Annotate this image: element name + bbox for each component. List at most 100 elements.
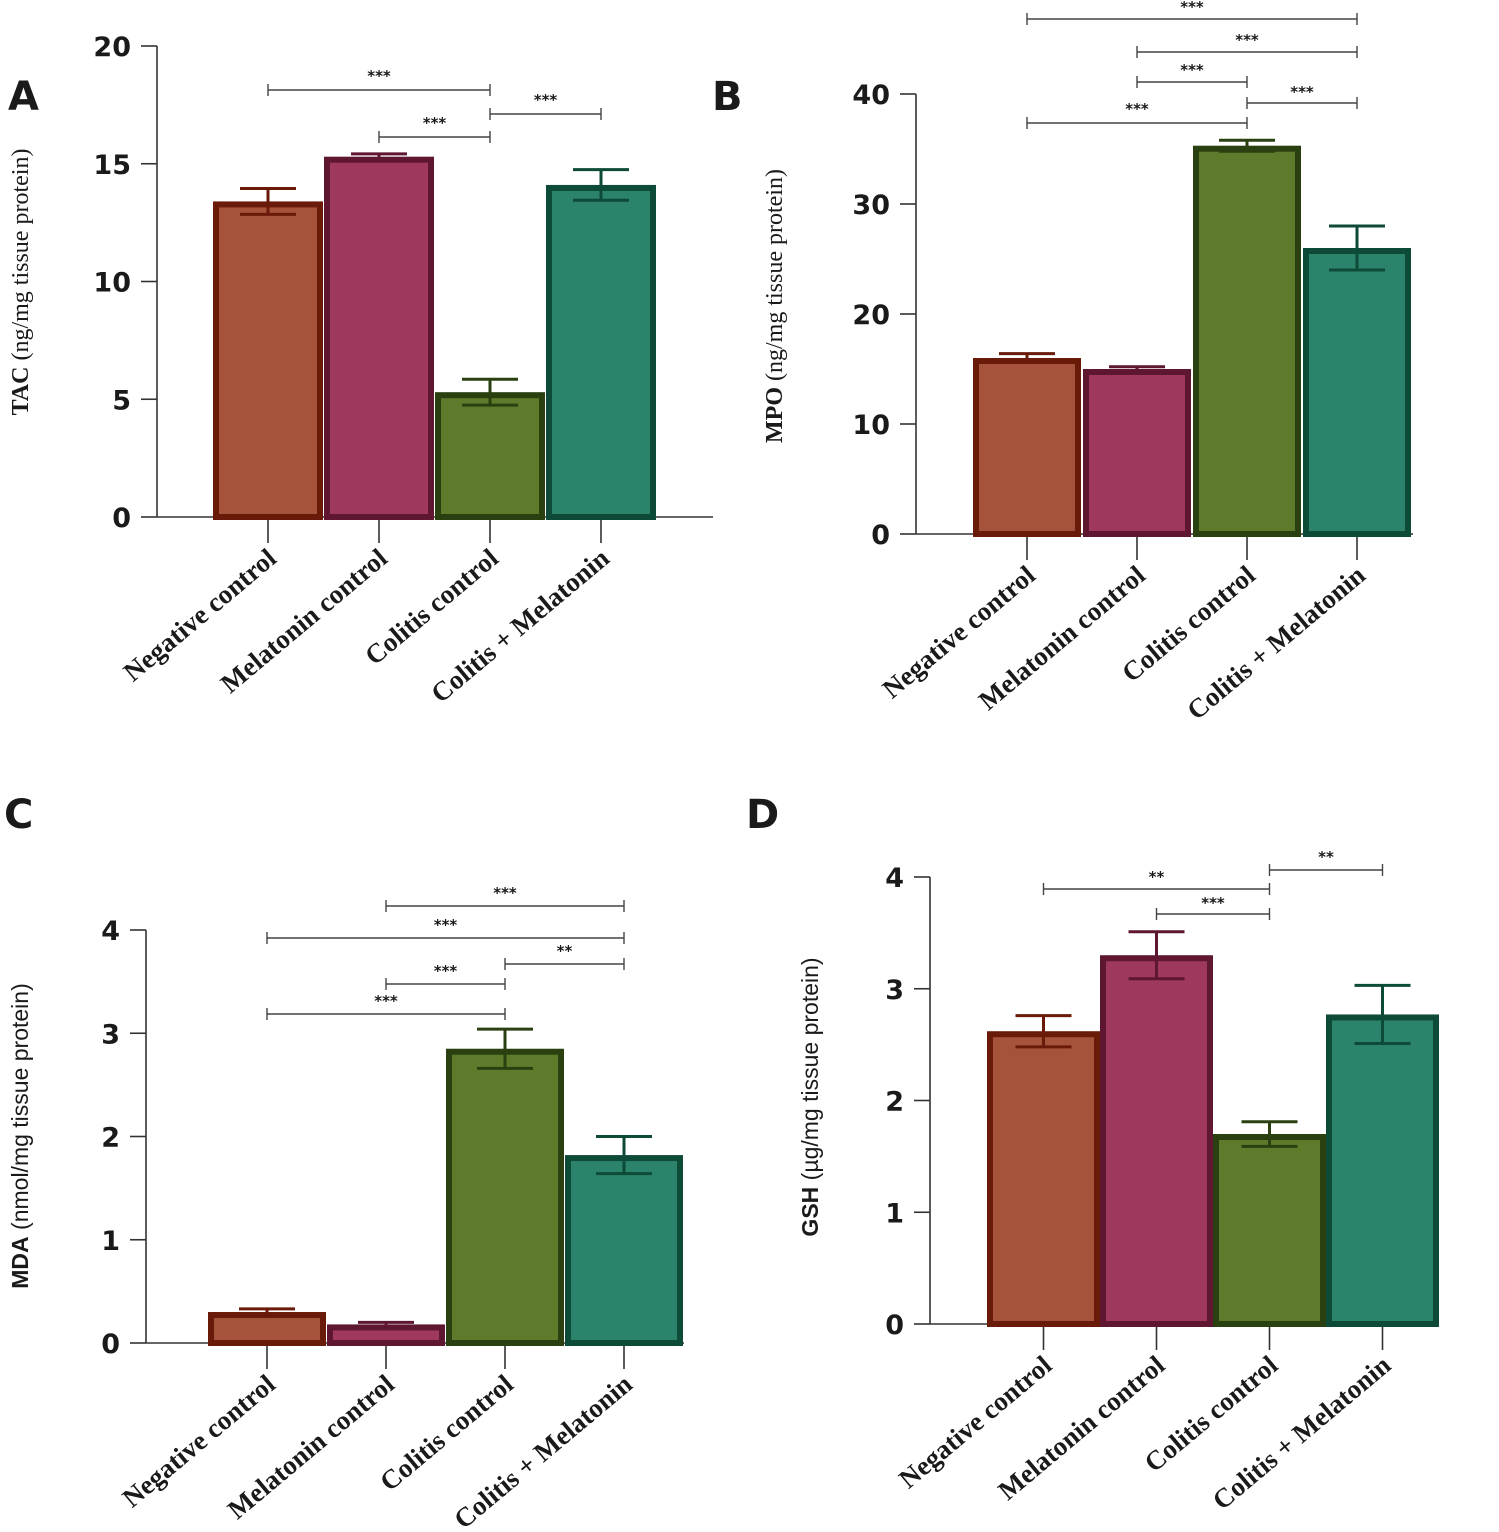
error-bar-2 — [351, 152, 407, 162]
panel-letter-b: B — [712, 74, 743, 120]
bar-2 — [1100, 955, 1213, 1327]
significance-bracket-3: ** — [1268, 848, 1384, 876]
significance-bracket-1: *** — [1026, 0, 1358, 25]
significance-bracket-3: *** — [385, 962, 506, 990]
significance-label: *** — [434, 916, 458, 934]
significance-label: *** — [1125, 100, 1149, 118]
bar-4 — [565, 1155, 683, 1346]
y-tick-label: 4 — [101, 916, 120, 947]
error-bar-3 — [462, 377, 518, 407]
error-bar-2 — [1128, 930, 1185, 981]
bar-1 — [987, 1031, 1100, 1327]
error-bar-3 — [477, 1027, 533, 1070]
error-bar-2 — [358, 1320, 414, 1328]
y-axis-label-main: MPO — [762, 387, 788, 443]
bar-2 — [327, 1324, 445, 1347]
y-axis-label-unit: (µg/mg tissue protein) — [797, 957, 823, 1186]
y-axis-label-main: MDA — [7, 1236, 33, 1288]
significance-label: *** — [367, 67, 391, 85]
significance-label: *** — [434, 962, 458, 980]
y-tick-label: 1 — [101, 1226, 120, 1257]
significance-bracket-4: *** — [1246, 83, 1358, 109]
error-bar-1 — [240, 186, 296, 216]
significance-bracket-4: ** — [504, 942, 625, 970]
error-bar-4 — [1329, 224, 1385, 272]
y-axis-label-a: TAC (ng/mg tissue protein) — [8, 149, 34, 416]
y-axis-label-unit: (nmol/mg tissue protein) — [7, 983, 33, 1236]
bar-2 — [1083, 369, 1191, 537]
significance-bracket-1: ** — [1042, 868, 1271, 895]
significance-label: *** — [423, 114, 447, 132]
y-tick-label: 20 — [852, 300, 890, 331]
significance-bracket-3: *** — [1136, 61, 1248, 88]
y-tick-label: 10 — [93, 268, 131, 299]
category-label-4: Colitis + Melatonin — [1181, 560, 1371, 726]
significance-bracket-2: *** — [1155, 894, 1271, 920]
significance-label: *** — [1180, 61, 1204, 79]
y-tick-label: 10 — [852, 410, 890, 441]
error-bar-3 — [1219, 138, 1275, 153]
y-axis-label-c: MDA (nmol/mg tissue protein) — [7, 983, 33, 1288]
error-bar-4 — [1354, 983, 1411, 1046]
significance-bracket-2: *** — [266, 916, 625, 944]
y-axis-label-main: GSH — [797, 1187, 823, 1237]
significance-label: *** — [1235, 31, 1259, 49]
significance-label: ** — [557, 942, 573, 960]
y-tick-label: 30 — [852, 190, 890, 221]
y-tick-label: 2 — [885, 1087, 904, 1118]
significance-label: *** — [534, 91, 558, 109]
error-bar-1 — [999, 352, 1055, 364]
bar-3 — [446, 1048, 564, 1347]
error-bar-3 — [1241, 1120, 1298, 1148]
y-tick-label: 5 — [112, 385, 131, 416]
error-bar-1 — [1015, 1014, 1072, 1049]
bar-4 — [1326, 1014, 1439, 1327]
significance-bracket-1: *** — [385, 884, 625, 912]
y-tick-label: 3 — [885, 975, 904, 1006]
y-tick-label: 4 — [885, 863, 904, 894]
bar-2 — [324, 156, 434, 520]
y-axis-label-main: TAC — [8, 367, 34, 416]
bar-1 — [213, 201, 323, 520]
bar-3 — [1213, 1134, 1326, 1328]
y-tick-label: 0 — [101, 1329, 120, 1360]
y-tick-label: 0 — [885, 1310, 904, 1341]
significance-label: ** — [1149, 868, 1165, 886]
panel-letter-a: A — [8, 74, 39, 120]
significance-bracket-5: *** — [1026, 100, 1248, 129]
bar-4 — [1303, 248, 1411, 537]
significance-label: *** — [1201, 894, 1225, 912]
significance-label: ** — [1318, 848, 1334, 866]
bar-4 — [546, 184, 656, 520]
significance-bracket-5: *** — [266, 992, 506, 1020]
significance-bracket-3: *** — [489, 91, 602, 120]
significance-bracket-1: *** — [267, 67, 491, 96]
panel-letter-d: D — [746, 792, 779, 838]
y-tick-label: 0 — [871, 520, 890, 551]
error-bar-4 — [573, 168, 629, 202]
y-tick-label: 0 — [112, 503, 131, 534]
y-axis-label-unit: (ng/mg tissue protein) — [8, 149, 34, 367]
y-tick-label: 20 — [93, 32, 131, 63]
significance-bracket-2: *** — [378, 114, 491, 143]
y-axis-label-unit: (ng/mg tissue protein) — [762, 169, 788, 387]
error-bar-4 — [596, 1135, 652, 1176]
significance-label: *** — [1180, 0, 1204, 16]
y-tick-label: 2 — [101, 1123, 120, 1154]
error-bar-2 — [1109, 365, 1165, 373]
panel-letter-c: C — [4, 792, 33, 838]
significance-label: *** — [493, 884, 517, 902]
bar-1 — [208, 1312, 326, 1347]
y-tick-label: 1 — [885, 1198, 904, 1229]
y-axis-label-d: GSH (µg/mg tissue protein) — [797, 957, 823, 1236]
y-tick-label: 40 — [852, 80, 890, 111]
significance-label: *** — [374, 992, 398, 1010]
y-tick-label: 3 — [101, 1019, 120, 1050]
error-bar-1 — [239, 1307, 295, 1317]
bar-3 — [1193, 145, 1301, 537]
